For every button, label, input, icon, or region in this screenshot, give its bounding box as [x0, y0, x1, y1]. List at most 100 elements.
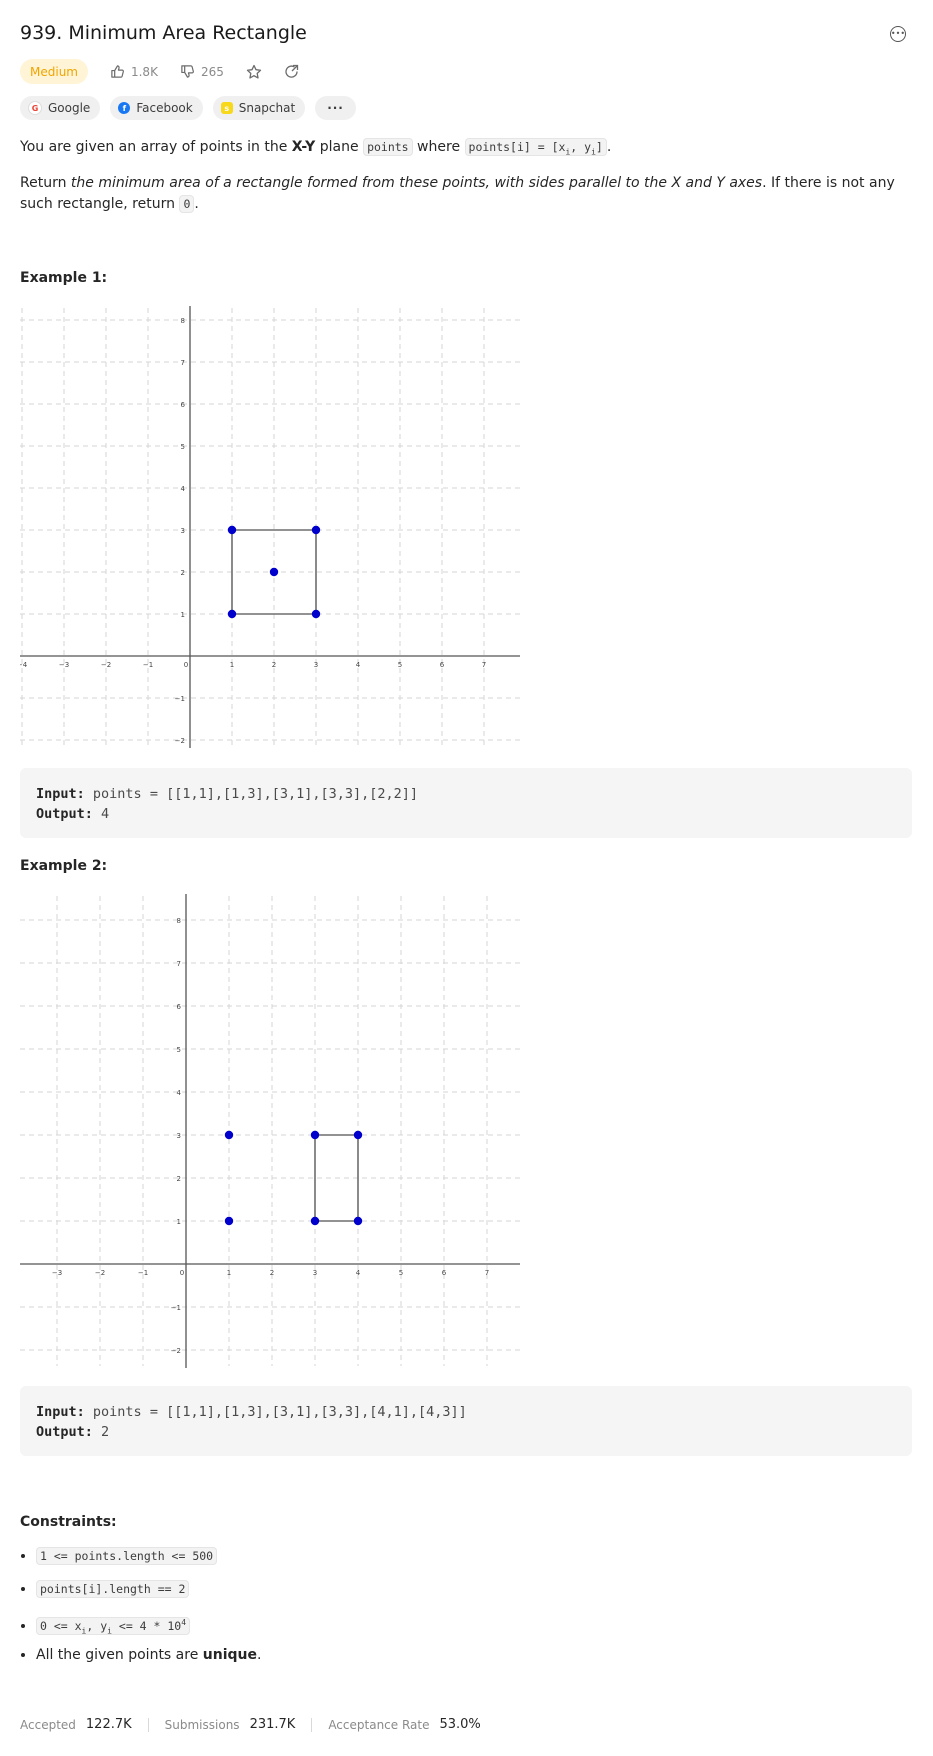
x-tick-label: 6 [442, 1269, 447, 1277]
example-1-input: Input: points = [[1,1],[1,3],[3,1],[3,3]… [36, 786, 419, 802]
constraint-item: 1 <= points.length <= 500 [36, 1542, 261, 1575]
x-tick-label: 5 [399, 1269, 403, 1277]
data-point [224, 1130, 234, 1140]
y-tick-label: 6 [177, 1003, 182, 1011]
constraints-heading: Constraints: [20, 1514, 117, 1530]
y-tick-label: −2 [175, 737, 185, 745]
data-point [310, 1130, 320, 1140]
inline-code: points [363, 138, 413, 156]
y-tick-label: 2 [177, 1175, 181, 1183]
x-tick-label: 4 [356, 661, 361, 669]
y-tick-label: 6 [181, 401, 186, 409]
more-horizontal-icon[interactable]: ••• [890, 26, 906, 42]
example-1-output: Output: 4 [36, 806, 110, 822]
y-tick-label: 7 [181, 359, 185, 367]
y-tick-label: 8 [181, 317, 185, 325]
y-tick-label: −1 [171, 1304, 181, 1312]
accepted-value: 122.7K [85, 1717, 132, 1732]
x-tick-label: 0 [180, 1269, 184, 1277]
y-tick-label: −1 [175, 695, 185, 703]
company-tags: G Google f Facebook s Snapchat ··· [20, 96, 356, 120]
constraint-item: points[i].length == 2 [36, 1575, 261, 1608]
google-icon: G [28, 101, 42, 115]
dislike-button[interactable]: 265 [180, 64, 224, 79]
acceptance-rate-value: 53.0% [439, 1717, 481, 1732]
y-tick-label: 8 [177, 917, 181, 925]
constraint-item: 0 <= xi, yi <= 4 * 104 [36, 1608, 261, 1641]
example-1-heading: Example 1: [20, 270, 108, 286]
y-tick-label: 5 [181, 443, 185, 451]
constraint-item: All the given points are unique. [36, 1641, 261, 1674]
data-point [353, 1130, 363, 1140]
company-name: Google [48, 101, 91, 115]
x-tick-label: −2 [101, 661, 111, 669]
company-name: Snapchat [238, 101, 296, 115]
more-companies-button[interactable]: ··· [315, 96, 356, 120]
x-tick-label: 4 [356, 1269, 361, 1277]
facebook-icon: f [118, 102, 131, 114]
thumbs-up-icon [111, 65, 124, 78]
x-tick-label: 7 [482, 661, 486, 669]
like-button[interactable]: 1.8K [110, 64, 158, 79]
y-tick-label: 3 [181, 527, 185, 535]
description-paragraph-2: Return the minimum area of a rectangle f… [20, 175, 895, 213]
y-tick-label: 3 [177, 1132, 181, 1140]
x-tick-label: 0 [184, 661, 188, 669]
submissions-value: 231.7K [249, 1717, 296, 1732]
bold-text: X-Y [291, 139, 316, 155]
data-point [310, 1216, 320, 1226]
example-2-output: Output: 2 [36, 1424, 110, 1440]
y-tick-label: 1 [177, 1218, 181, 1226]
data-point [269, 567, 279, 577]
x-tick-label: 3 [313, 1269, 317, 1277]
y-tick-label: 4 [181, 485, 186, 493]
problem-title: 939. Minimum Area Rectangle [20, 22, 307, 44]
dislike-count: 265 [200, 64, 224, 79]
constraints-list: 1 <= points.length <= 500 points[i].leng… [20, 1542, 261, 1674]
x-tick-label: 2 [272, 661, 276, 669]
submissions-label: Submissions [164, 1717, 240, 1732]
star-icon [246, 64, 261, 79]
difficulty-badge: Medium [20, 59, 88, 84]
x-tick-label: 1 [227, 1269, 231, 1277]
inline-code: 0 [179, 195, 195, 213]
y-tick-label: −2 [171, 1347, 181, 1355]
inline-code: points[i] = [xi, yi] [464, 138, 607, 156]
x-tick-label: 6 [440, 661, 445, 669]
data-point [311, 525, 321, 535]
x-tick-label: 2 [270, 1269, 274, 1277]
y-tick-label: 7 [177, 960, 181, 968]
company-tag-snapchat[interactable]: s Snapchat [212, 96, 306, 120]
company-tag-facebook[interactable]: f Facebook [110, 96, 203, 120]
y-tick-label: 5 [177, 1046, 181, 1054]
favorite-button[interactable] [246, 64, 262, 80]
data-point [227, 609, 237, 619]
company-tag-google[interactable]: G Google [20, 96, 101, 120]
share-button[interactable] [284, 64, 300, 80]
snapchat-icon: s [220, 102, 233, 114]
y-tick-label: 1 [181, 611, 185, 619]
description-paragraph-1: You are given an array of points in the … [20, 138, 612, 157]
company-name: Facebook [136, 101, 193, 115]
data-point [353, 1216, 363, 1226]
italic-text: the minimum area of a rectangle formed f… [70, 175, 763, 191]
y-tick-label: 2 [181, 569, 185, 577]
data-point [311, 609, 321, 619]
data-point [224, 1216, 234, 1226]
divider [311, 1717, 313, 1732]
x-tick-label: 1 [230, 661, 234, 669]
example-2-io: Input: points = [[1,1],[1,3],[3,1],[3,3]… [20, 1386, 912, 1456]
accepted-label: Accepted [20, 1717, 76, 1732]
acceptance-rate-label: Acceptance Rate [328, 1717, 430, 1732]
x-tick-label: −2 [95, 1269, 105, 1277]
x-tick-label: 3 [314, 661, 318, 669]
x-tick-label: 7 [485, 1269, 489, 1277]
submission-stats: Accepted 122.7K Submissions 231.7K Accep… [20, 1717, 481, 1732]
example-1-graph: −4 −3 −2 −1 0 1 2 3 4 5 6 7 8 7 6 5 4 3 2 1 −1 −2 [20, 306, 520, 748]
divider [147, 1717, 149, 1732]
x-tick-label: −1 [143, 661, 153, 669]
thumbs-down-icon [181, 65, 194, 78]
like-count: 1.8K [130, 64, 158, 79]
x-tick-label: −3 [59, 661, 69, 669]
y-tick-label: 4 [177, 1089, 182, 1097]
